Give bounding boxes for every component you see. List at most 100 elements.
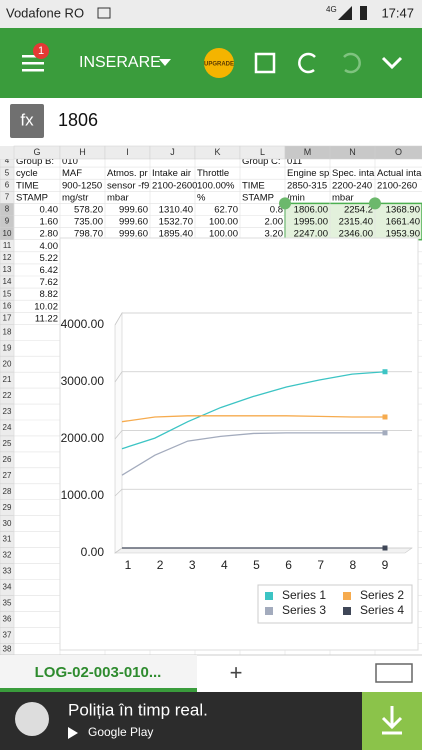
clock: 17:47 <box>381 5 414 20</box>
row-number: 17 <box>3 313 12 322</box>
formula-value[interactable]: 1806 <box>58 110 98 130</box>
grid-line <box>114 488 412 497</box>
legend-label: Series 1 <box>282 588 326 602</box>
row-number: 25 <box>3 439 12 448</box>
cell: 578.20 <box>74 204 103 215</box>
cell: TIME <box>242 180 265 191</box>
cell: 0.40 <box>40 204 59 215</box>
row-number: 29 <box>3 503 12 512</box>
end-marker <box>382 545 388 551</box>
cell: Group B: <box>16 156 54 167</box>
save-button[interactable] <box>254 52 276 74</box>
cell: 900-1250 <box>62 180 102 191</box>
cell: 62.70 <box>214 204 238 215</box>
menu-bar <box>22 69 44 72</box>
cell: Intake air <box>152 168 191 179</box>
legend-swatch <box>265 592 273 600</box>
fx-label: fx <box>20 110 34 129</box>
undo-button[interactable] <box>298 52 316 74</box>
cell: 1310.40 <box>159 204 193 215</box>
row-number: 32 <box>3 551 12 560</box>
dropdown-arrow <box>159 59 171 66</box>
tab-underline <box>0 688 197 692</box>
cell: 2254.2 <box>344 204 373 215</box>
cell: 2.00 <box>265 217 284 228</box>
cell: STAMP <box>242 192 274 203</box>
legend-label: Series 4 <box>360 603 404 617</box>
row-number: 34 <box>3 583 12 592</box>
cell: 999.60 <box>119 229 148 240</box>
chart[interactable]: 0.00 1000.00 2000.00 3000.00 4000.00 1 2 3 4 5 6 7 8… <box>59 237 419 651</box>
x-tick-label: 4 <box>221 558 228 572</box>
x-tick-label: 8 <box>350 558 357 572</box>
redo-button[interactable] <box>343 52 361 74</box>
series-line <box>121 371 386 450</box>
cell: 10.02 <box>34 301 58 312</box>
insert-menu[interactable]: INSERARE <box>79 54 161 71</box>
plot-walls <box>114 311 123 554</box>
cell: 8.82 <box>40 289 59 300</box>
fx-box[interactable] <box>10 104 44 138</box>
legend-label: Series 3 <box>282 603 326 617</box>
column-header <box>374 145 422 160</box>
cell: 999.60 <box>119 217 148 228</box>
add-sheet[interactable]: + <box>230 660 243 685</box>
image-icon <box>97 7 111 19</box>
row-number: 23 <box>3 407 12 416</box>
ad-icon <box>15 702 49 736</box>
cell: STAMP <box>16 192 48 203</box>
row-number: 18 <box>3 327 12 336</box>
legend <box>257 584 413 624</box>
cell: Spec. inta <box>332 168 375 179</box>
y-tick-label: 4000.00 <box>61 317 105 331</box>
cell: 2247.00 <box>294 229 328 240</box>
upgrade-button[interactable]: UPGRADE <box>204 48 234 78</box>
row-number: 8 <box>5 205 10 214</box>
menu-button[interactable]: 1 <box>22 43 49 72</box>
row-number: 24 <box>3 423 12 432</box>
row-number: 9 <box>5 217 10 226</box>
legend-label: Series 2 <box>360 588 404 602</box>
cell: 1661.40 <box>386 217 420 228</box>
cell: 999.60 <box>119 204 148 215</box>
cell: Throttle <box>197 168 229 179</box>
column-letter: O <box>395 147 402 157</box>
x-tick-label: 3 <box>189 558 196 572</box>
formula-bar <box>0 98 422 146</box>
cell: 2100-2600 <box>152 180 197 191</box>
x-tick-label: 9 <box>382 558 389 572</box>
cell: 0.8 <box>270 204 283 215</box>
battery-icon <box>360 6 367 20</box>
cell: TIME <box>16 180 39 191</box>
y-tick-label: 1000.00 <box>61 488 105 502</box>
x-tick-label: 7 <box>317 558 324 572</box>
row-number: 6 <box>5 180 10 189</box>
row-number: 27 <box>3 471 12 480</box>
grid-line <box>114 430 412 440</box>
upgrade-label: UPGRADE <box>204 62 234 68</box>
cell: 011 <box>287 156 302 167</box>
collapse-button[interactable] <box>381 56 403 70</box>
cell: Atmos. pr <box>107 168 148 179</box>
network: 4G <box>326 5 337 14</box>
keyboard-button[interactable] <box>375 663 413 683</box>
cell: 1368.90 <box>386 204 420 215</box>
column-letter: K <box>214 147 220 157</box>
badge <box>33 43 49 59</box>
cell: 010 <box>62 156 78 167</box>
cell: 2346.00 <box>339 229 373 240</box>
y-tick-label: 3000.00 <box>61 374 105 388</box>
row-number: 35 <box>3 599 12 608</box>
cell: 735.00 <box>74 217 103 228</box>
cell: 100.00 <box>209 229 238 240</box>
ad-banner[interactable] <box>0 692 422 750</box>
cell: mbar <box>107 192 129 203</box>
cell: sensor -f9 <box>107 180 149 191</box>
cell: % <box>197 192 206 203</box>
cell: Group C: <box>242 156 281 167</box>
sheet-tab[interactable] <box>0 655 197 692</box>
row-number: 13 <box>3 265 12 274</box>
